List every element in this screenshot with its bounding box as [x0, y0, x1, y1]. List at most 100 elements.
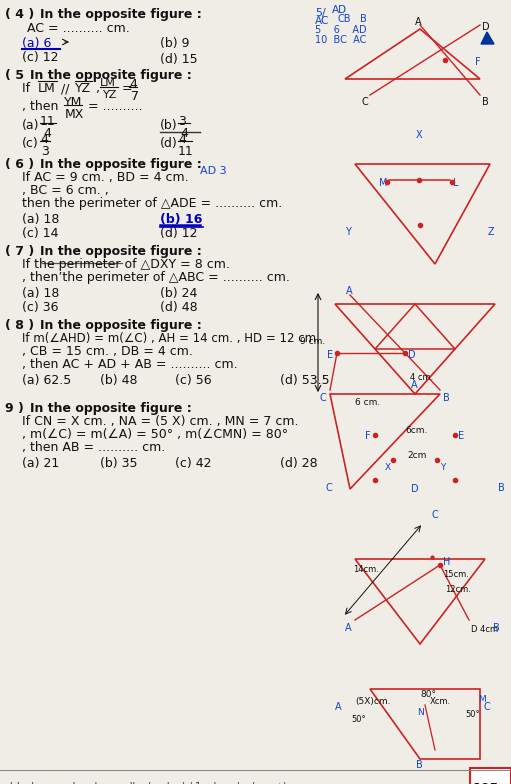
Text: A: A — [335, 702, 342, 712]
Text: C: C — [483, 702, 490, 712]
Text: (b) 48: (b) 48 — [100, 374, 137, 387]
Text: B: B — [360, 14, 367, 24]
Text: (b) 24: (b) 24 — [160, 287, 197, 300]
Text: 11: 11 — [178, 145, 194, 158]
FancyBboxPatch shape — [470, 768, 510, 784]
Text: N: N — [417, 708, 424, 717]
Text: AC: AC — [315, 16, 330, 26]
Text: 2cm: 2cm — [407, 451, 426, 460]
Text: 50°: 50° — [351, 715, 366, 724]
Text: ( 4 ): ( 4 ) — [5, 8, 34, 21]
Text: B: B — [498, 483, 505, 493]
Text: If the perimeter of △​DXY = 8 cm.: If the perimeter of △​DXY = 8 cm. — [22, 258, 230, 271]
Text: If: If — [22, 82, 34, 95]
Text: B: B — [416, 760, 423, 770]
Text: F: F — [475, 57, 481, 67]
Text: E: E — [327, 350, 333, 360]
Text: (a) 62.5: (a) 62.5 — [22, 374, 71, 387]
Text: (c) 12: (c) 12 — [22, 51, 58, 64]
Text: 80°: 80° — [420, 690, 436, 699]
Text: 10  BC  AC: 10 BC AC — [315, 35, 366, 45]
Text: ,: , — [92, 82, 100, 95]
Text: ( 5: ( 5 — [5, 69, 24, 82]
Text: Y: Y — [345, 227, 351, 237]
Text: , BC = 6 cm. ,: , BC = 6 cm. , — [22, 184, 109, 197]
Text: (d) 28: (d) 28 — [280, 457, 318, 470]
Text: Z: Z — [488, 227, 495, 237]
Text: X: X — [416, 130, 423, 140]
Text: (a) 18: (a) 18 — [22, 213, 59, 226]
Text: Xcm.: Xcm. — [430, 697, 451, 706]
Text: 4: 4 — [43, 127, 51, 140]
Text: LM: LM — [100, 78, 116, 88]
Text: AD 3: AD 3 — [200, 166, 226, 176]
Text: (b): (b) — [160, 119, 178, 132]
Text: 5    6    AD: 5 6 AD — [315, 25, 366, 35]
Text: , CB = 15 cm. , DB = 4 cm.: , CB = 15 cm. , DB = 4 cm. — [22, 345, 193, 358]
Text: (d) 15: (d) 15 — [160, 53, 198, 66]
Text: D: D — [408, 350, 415, 360]
Text: 4: 4 — [40, 133, 48, 146]
Text: 50°: 50° — [465, 710, 480, 719]
Text: In the opposite figure :: In the opposite figure : — [40, 319, 202, 332]
Text: , then AB = .......... cm.: , then AB = .......... cm. — [22, 441, 165, 454]
Text: LM: LM — [38, 82, 56, 95]
Text: B: B — [443, 393, 450, 403]
Text: H: H — [443, 557, 450, 567]
Text: (c) 36: (c) 36 — [22, 301, 58, 314]
Text: 4 cm.: 4 cm. — [410, 373, 433, 382]
Text: (c): (c) — [22, 137, 39, 150]
Text: A: A — [415, 17, 422, 27]
Text: then the perimeter of △ADE = .......... cm.: then the perimeter of △ADE = .......... … — [22, 197, 282, 210]
Text: 7: 7 — [131, 90, 139, 103]
Text: In the opposite figure :: In the opposite figure : — [40, 245, 202, 258]
Text: 11: 11 — [40, 115, 56, 128]
Text: 15cm.: 15cm. — [443, 570, 469, 579]
Text: (a) 6: (a) 6 — [22, 37, 52, 50]
Text: (b) 9: (b) 9 — [160, 37, 190, 50]
Text: (c) 42: (c) 42 — [175, 457, 212, 470]
Text: YZ: YZ — [103, 90, 118, 100]
Text: 3: 3 — [178, 115, 186, 128]
Text: M: M — [478, 695, 486, 704]
Text: 14cm.: 14cm. — [353, 565, 379, 574]
Text: , then’the perimeter of △ABC = .......... cm.: , then’the perimeter of △ABC = .........… — [22, 271, 290, 284]
Text: ( 8 ): ( 8 ) — [5, 319, 34, 332]
Text: 3: 3 — [41, 145, 49, 158]
Polygon shape — [481, 32, 494, 44]
Text: C: C — [325, 483, 332, 493]
Text: In the opposite figure :: In the opposite figure : — [30, 402, 192, 415]
Text: B: B — [493, 623, 500, 633]
Text: AD: AD — [332, 5, 347, 15]
Text: 9 ): 9 ) — [5, 402, 24, 415]
Text: (a) 18: (a) 18 — [22, 287, 59, 300]
Text: M: M — [379, 178, 387, 188]
Text: (b) 16: (b) 16 — [160, 213, 202, 226]
Text: =: = — [118, 82, 136, 95]
Text: 4: 4 — [180, 127, 188, 140]
Text: , m(∠C) = m(∠A) = 50° , m(∠CMN) = 80°: , m(∠C) = m(∠A) = 50° , m(∠CMN) = 80° — [22, 428, 288, 441]
Text: (d) 53.5: (d) 53.5 — [280, 374, 330, 387]
Text: X: X — [385, 463, 391, 472]
Text: (a): (a) — [22, 119, 39, 132]
Text: AC = .......... cm.: AC = .......... cm. — [27, 22, 130, 35]
Text: If CN = X cm. , NA = (5 X) cm. , MN = 7 cm.: If CN = X cm. , NA = (5 X) cm. , MN = 7 … — [22, 415, 298, 428]
Text: ( 7 ): ( 7 ) — [5, 245, 34, 258]
Text: (d) 48: (d) 48 — [160, 301, 198, 314]
Text: = ..........: = .......... — [84, 100, 143, 113]
Text: 12cm.: 12cm. — [445, 585, 471, 594]
Text: 4: 4 — [129, 78, 137, 91]
Text: C: C — [362, 97, 369, 107]
Text: المعاصر - رياضيات - ثلاث (تجاري) / 1 ثانوي/ت (ف م ١): المعاصر - رياضيات - ثلاث (تجاري) / 1 ثان… — [10, 781, 287, 784]
Text: , then AC + AD + AB = .......... cm.: , then AC + AD + AB = .......... cm. — [22, 358, 238, 371]
Text: (b) 35: (b) 35 — [100, 457, 137, 470]
Text: A: A — [346, 286, 353, 296]
Text: D 4cm: D 4cm — [471, 625, 498, 634]
Text: D: D — [482, 22, 490, 32]
Text: YM: YM — [64, 96, 82, 109]
Text: B: B — [482, 97, 489, 107]
Text: , then: , then — [22, 100, 62, 113]
Text: 6 cm.: 6 cm. — [355, 398, 380, 407]
Text: In the opposite figure :: In the opposite figure : — [30, 69, 192, 82]
Text: In the opposite figure :: In the opposite figure : — [40, 158, 202, 171]
